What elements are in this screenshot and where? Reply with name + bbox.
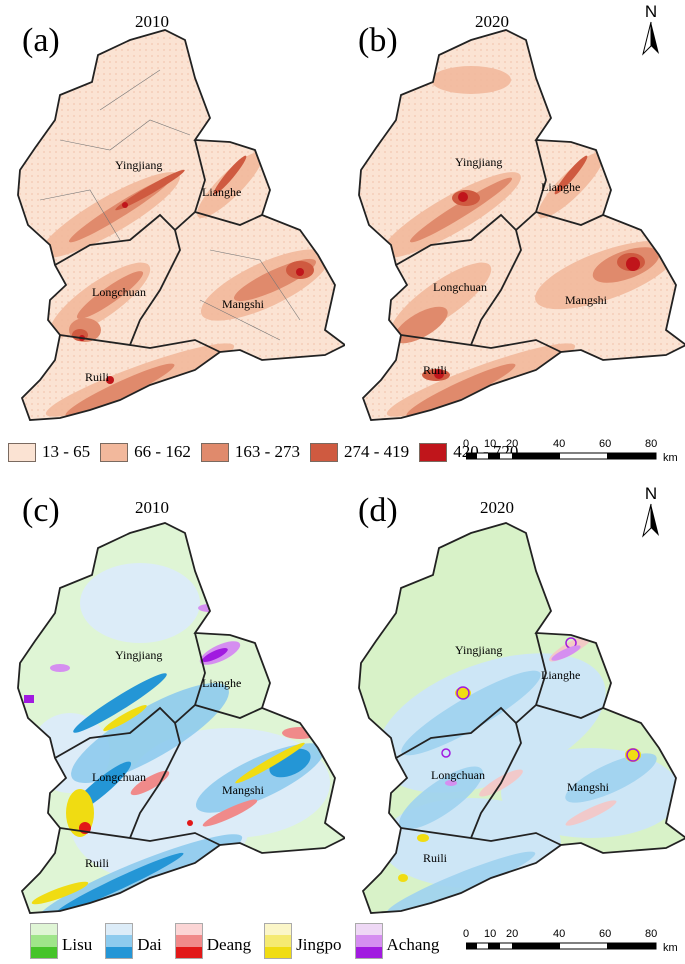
legend-item-achang: Achang [354, 923, 440, 959]
density-legend: 13 - 65 66 - 162 163 - 273 274 - 419 420… [8, 442, 528, 462]
scale-tick: 40 [553, 438, 566, 450]
legend-swatch [30, 923, 58, 959]
region-label-ruili: Ruili [85, 856, 110, 870]
panel-year: 2010 [135, 12, 169, 31]
panel-year: 2020 [475, 12, 509, 31]
ethnic-legend: Lisu Dai Deang Jingpo Achang [30, 923, 452, 959]
scale-unit: km [663, 452, 678, 464]
legend-label: Deang [206, 935, 252, 954]
north-arrow: N [638, 484, 664, 538]
panel-d-ethnic-2020: (d) 2020 N [345, 478, 685, 918]
panel-year: 2020 [480, 498, 514, 517]
scale-bar-graphic [466, 452, 657, 460]
legend-swatch [174, 923, 203, 959]
panel-label: (c) [22, 492, 60, 529]
region-label-longchuan: Longchuan [431, 768, 485, 782]
region-label-lianghe: Lianghe [202, 185, 242, 199]
legend-label: 66 - 162 [134, 442, 191, 461]
legend-item-deang: Deang [174, 923, 252, 959]
region-label-ruili: Ruili [423, 851, 448, 865]
legend-swatch [310, 442, 339, 462]
north-label: N [644, 2, 658, 21]
scale-bar-top: 0 10 20 40 60 80 km [463, 438, 680, 464]
legend-label: Dai [137, 935, 162, 954]
panel-year: 2010 [135, 498, 169, 517]
region-label-longchuan: Longchuan [92, 285, 146, 299]
region-label-ruili: Ruili [85, 370, 110, 384]
scale-tick: 20 [506, 438, 519, 450]
north-label: N [644, 484, 658, 503]
region-label-yingjiang: Yingjiang [115, 158, 163, 172]
legend-swatch [8, 442, 36, 462]
legend-item: 13 - 65 [8, 442, 90, 462]
panel-label: (a) [22, 22, 60, 59]
region-label-mangshi: Mangshi [567, 780, 609, 794]
legend-item: 163 - 273 [200, 442, 301, 462]
legend-swatch [419, 442, 448, 462]
north-arrow-icon [642, 503, 659, 538]
legend-swatch [264, 923, 293, 959]
density-map-2020 [358, 29, 685, 421]
scale-bar-graphic [466, 942, 657, 950]
scale-tick: 40 [553, 928, 566, 940]
legend-item-lisu: Lisu [30, 923, 92, 959]
region-label-lianghe: Lianghe [541, 668, 581, 682]
scale-tick: 10 [484, 928, 497, 940]
legend-item-dai: Dai [105, 923, 162, 959]
scale-tick: 0 [463, 438, 470, 450]
panel-a-density-2010: (a) 2010 [0, 0, 345, 430]
region-label-lianghe: Lianghe [541, 180, 581, 194]
scale-tick: 10 [484, 438, 497, 450]
legend-item: 66 - 162 [100, 442, 191, 462]
scale-tick: 80 [645, 438, 658, 450]
legend-label: Achang [386, 935, 440, 954]
region-label-longchuan: Longchuan [433, 280, 487, 294]
scale-unit: km [663, 942, 678, 954]
region-label-mangshi: Mangshi [565, 293, 607, 307]
scale-bar-bottom: 0 10 20 40 60 80 km [463, 928, 680, 954]
legend-label: Jingpo [296, 935, 342, 954]
legend-item-jingpo: Jingpo [264, 923, 342, 959]
scale-tick: 20 [506, 928, 519, 940]
legend-label: 163 - 273 [234, 442, 301, 461]
region-label-mangshi: Mangshi [222, 783, 264, 797]
legend-swatch [100, 442, 129, 462]
region-label-ruili: Ruili [423, 363, 448, 377]
ethnic-map-2020 [358, 522, 685, 914]
legend-swatch [200, 442, 229, 462]
legend-swatch [354, 923, 383, 959]
region-label-lianghe: Lianghe [202, 676, 242, 690]
region-label-yingjiang: Yingjiang [455, 643, 503, 657]
scale-tick: 80 [645, 928, 658, 940]
scale-tick: 60 [599, 438, 612, 450]
region-label-yingjiang: Yingjiang [115, 648, 163, 662]
ethnic-map-2010 [17, 522, 345, 914]
panel-label: (b) [358, 22, 398, 59]
region-label-mangshi: Mangshi [222, 297, 264, 311]
north-arrow-icon [642, 21, 659, 56]
legend-label: Lisu [62, 935, 93, 954]
legend-label: 274 - 419 [344, 442, 410, 461]
density-map-2010 [17, 29, 345, 421]
panel-c-ethnic-2010: (c) 2010 [0, 478, 345, 918]
legend-swatch [105, 923, 134, 959]
north-arrow: N [638, 2, 664, 56]
region-label-yingjiang: Yingjiang [455, 155, 503, 169]
legend-label: 13 - 65 [42, 442, 91, 461]
panel-label: (d) [358, 492, 398, 529]
region-label-longchuan: Longchuan [92, 770, 146, 784]
scale-tick: 60 [599, 928, 612, 940]
panel-b-density-2020: (b) 2020 N [345, 0, 685, 430]
scale-tick: 0 [463, 928, 470, 940]
legend-item: 274 - 419 [310, 442, 409, 462]
